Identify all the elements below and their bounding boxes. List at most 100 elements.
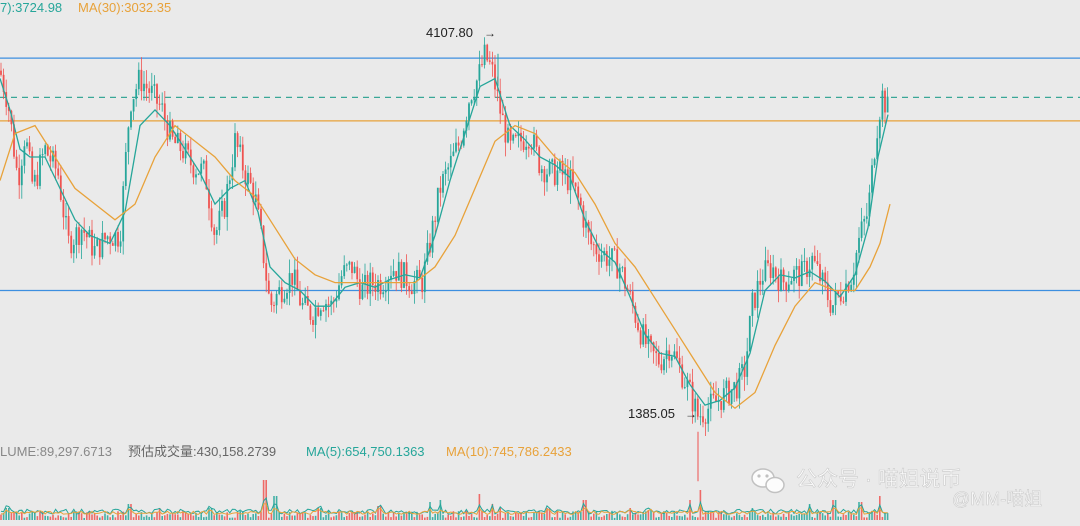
volume-bar-17 [44, 515, 46, 520]
volume-bar-184 [478, 494, 481, 520]
candle-body-295 [767, 260, 769, 264]
candle-body-263 [683, 387, 686, 389]
candle-body-340 [884, 90, 886, 113]
volume-bar-136 [353, 511, 356, 520]
candle-body-329 [855, 252, 858, 275]
volume-bar-204 [530, 517, 533, 520]
volume-bar-20 [52, 514, 54, 520]
candle-body-7 [18, 167, 21, 186]
volume-ma10-line [0, 503, 888, 516]
volume-bar-286 [743, 514, 746, 520]
candle-body-25 [65, 216, 67, 218]
candle-body-133 [345, 264, 348, 266]
candle-body-3 [7, 106, 10, 111]
candle-body-148 [384, 290, 387, 293]
low-arrow: → [685, 407, 697, 421]
candle-body-151 [392, 271, 395, 276]
candle-body-247 [642, 324, 645, 345]
candle-body-149 [387, 279, 390, 291]
candle-body-139 [361, 284, 364, 299]
volume-bar-331 [860, 502, 863, 520]
volume-bar-289 [751, 508, 754, 520]
volume-bar-241 [626, 514, 629, 520]
candle-body-59 [153, 84, 156, 86]
candle-body-337 [876, 138, 879, 160]
candle-body-114 [296, 269, 299, 290]
volume-bar-116 [301, 511, 304, 520]
volume-bar-70 [182, 510, 184, 520]
volume-bar-178 [463, 516, 465, 520]
candle-body-30 [78, 227, 80, 245]
candle-body-181 [470, 100, 473, 104]
candle-body-237 [616, 249, 619, 279]
volume-bar-171 [444, 517, 447, 520]
candle-body-176 [457, 142, 460, 146]
volume-bar-155 [403, 513, 405, 520]
candle-body-169 [439, 187, 442, 193]
volume-bar-95 [247, 513, 249, 520]
volume-bar-288 [749, 511, 751, 520]
candle-body-217 [564, 169, 567, 175]
candle-body-39 [101, 232, 104, 258]
candle-body-189 [491, 61, 494, 65]
candle-body-103 [267, 280, 270, 294]
candle-body-88 [228, 180, 231, 184]
volume-bar-24 [62, 517, 65, 520]
volume-bar-19 [49, 516, 52, 520]
volume-bar-190 [494, 515, 496, 520]
volume-bar-303 [788, 512, 790, 520]
volume-bar-78 [203, 517, 205, 520]
volume-bar-63 [164, 515, 166, 520]
candle-body-285 [741, 364, 743, 369]
candle-body-60 [156, 84, 158, 104]
volume-bar-111 [288, 512, 291, 520]
volume-bar-148 [385, 516, 387, 520]
volume-bar-69 [179, 517, 182, 520]
volume-label: LUME:89,297.6713 [0, 444, 112, 459]
candle-body-215 [559, 160, 561, 171]
volume-bar-282 [733, 515, 735, 520]
volume-bar-232 [603, 515, 605, 520]
candle-body-228 [592, 244, 595, 246]
volume-bar-147 [382, 513, 384, 520]
volume-bar-228 [593, 513, 595, 520]
candle-body-303 [787, 284, 790, 291]
candle-body-63 [163, 103, 166, 121]
volume-bar-280 [728, 515, 730, 520]
volume-bar-329 [855, 516, 858, 520]
volume-bar-108 [281, 516, 283, 520]
volume-bar-86 [223, 516, 226, 520]
candle-body-31 [80, 229, 83, 245]
volume-bar-251 [652, 512, 655, 520]
volume-bar-72 [187, 513, 189, 520]
volume-bar-38 [99, 517, 101, 520]
volume-bar-58 [151, 513, 153, 520]
volume-bar-140 [364, 514, 366, 520]
volume-bar-216 [561, 511, 564, 520]
volume-bar-164 [426, 516, 429, 520]
volume-bar-194 [504, 513, 507, 520]
candle-body-107 [278, 287, 281, 294]
volume-bar-93 [242, 511, 244, 520]
volume-bar-83 [216, 512, 218, 520]
volume-bar-89 [231, 517, 234, 520]
candle-body-35 [91, 229, 93, 256]
candle-body-94 [244, 170, 247, 185]
volume-bar-153 [398, 513, 400, 520]
candle-body-86 [223, 200, 226, 218]
candle-body-32 [83, 229, 86, 233]
candle-body-85 [221, 200, 223, 211]
candle-body-62 [161, 103, 164, 105]
candle-body-75 [195, 174, 197, 178]
volume-bar-129 [335, 515, 338, 520]
volume-bar-77 [200, 514, 202, 520]
candle-body-270 [702, 416, 704, 423]
candle-body-0 [0, 70, 2, 75]
candle-body-292 [759, 280, 762, 285]
candle-body-89 [231, 167, 234, 181]
candle-body-159 [413, 280, 416, 294]
candle-body-188 [488, 60, 491, 62]
volume-bar-159 [413, 517, 416, 520]
candle-body-80 [208, 189, 210, 209]
volume-bar-157 [408, 512, 410, 520]
